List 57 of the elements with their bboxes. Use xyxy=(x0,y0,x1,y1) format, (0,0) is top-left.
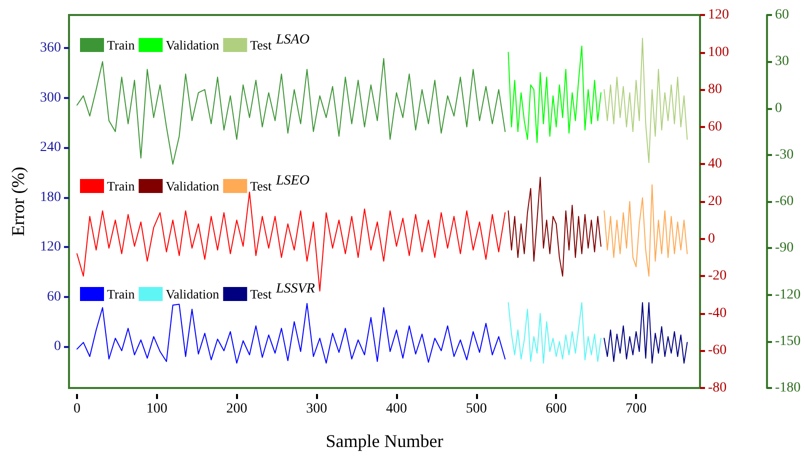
line-series xyxy=(604,184,688,277)
y2-tick-label: 100 xyxy=(708,44,729,60)
y3-tick-label: -60 xyxy=(775,194,794,209)
y2-tick-label: 60 xyxy=(708,119,722,134)
x-tick-label: 600 xyxy=(546,402,567,416)
annotation: LSEO xyxy=(275,174,310,188)
x-tick-label: 500 xyxy=(466,402,487,416)
y3-tick-label: -180 xyxy=(775,380,801,396)
annotation: LSSVR xyxy=(275,282,316,296)
y2-tick-label: 40 xyxy=(708,156,722,172)
legend-label: Train xyxy=(107,38,136,52)
y-tick-label: 240 xyxy=(40,140,61,156)
y3-tick-label: -150 xyxy=(775,334,801,349)
x-tick-label: 400 xyxy=(386,402,407,416)
line-series xyxy=(76,58,506,165)
x-tick-label: 0 xyxy=(73,402,80,416)
y3-tick-label: -30 xyxy=(775,147,794,162)
line-series xyxy=(76,302,506,364)
y2-tick-label: -40 xyxy=(708,306,727,321)
line-series xyxy=(508,176,602,277)
x-tick-label: 700 xyxy=(626,402,647,416)
legend-label: Validation xyxy=(166,178,220,194)
y2-tick-label: 0 xyxy=(708,231,715,246)
y3-tick-label: -120 xyxy=(775,287,801,302)
legend-label: Validation xyxy=(166,38,220,52)
y3-tick-label: -90 xyxy=(775,240,794,256)
legend-label: Test xyxy=(250,38,272,52)
legend-label: Validation xyxy=(166,286,220,302)
y-tick-label: 120 xyxy=(40,240,61,255)
x-tick-label: 200 xyxy=(226,402,248,416)
line-series xyxy=(604,302,688,364)
annotation: LSAO xyxy=(275,32,310,48)
y2-tick-label: 120 xyxy=(708,8,729,22)
y-tick-label: 60 xyxy=(47,289,61,304)
y2-tick-label: -80 xyxy=(708,380,727,396)
y3-tick-label: 60 xyxy=(775,8,789,22)
line-series xyxy=(508,46,602,143)
x-tick-label: 300 xyxy=(306,402,328,416)
y-tick-label: 360 xyxy=(40,40,61,56)
y-axis-title: Error (%) xyxy=(8,166,28,236)
line-series xyxy=(508,302,602,364)
x-tick-label: 100 xyxy=(146,402,168,416)
y-tick-label: 300 xyxy=(40,90,61,106)
y3-tick-label: 0 xyxy=(775,100,782,116)
legend-label: Test xyxy=(250,178,272,194)
y-tick-label: 180 xyxy=(40,190,61,205)
x-axis-title: Sample Number xyxy=(326,431,444,451)
legend-label: Train xyxy=(107,286,136,302)
legend-label: Test xyxy=(250,286,272,302)
line-series xyxy=(604,38,688,164)
y2-tick-label: 20 xyxy=(708,194,722,209)
y3-tick-label: 30 xyxy=(775,54,789,70)
y2-tick-label: 80 xyxy=(708,82,722,98)
y2-tick-label: -60 xyxy=(708,343,727,358)
y2-tick-label: -20 xyxy=(708,268,727,284)
legend-label: Train xyxy=(107,178,136,194)
y-tick-label: 0 xyxy=(54,339,61,354)
